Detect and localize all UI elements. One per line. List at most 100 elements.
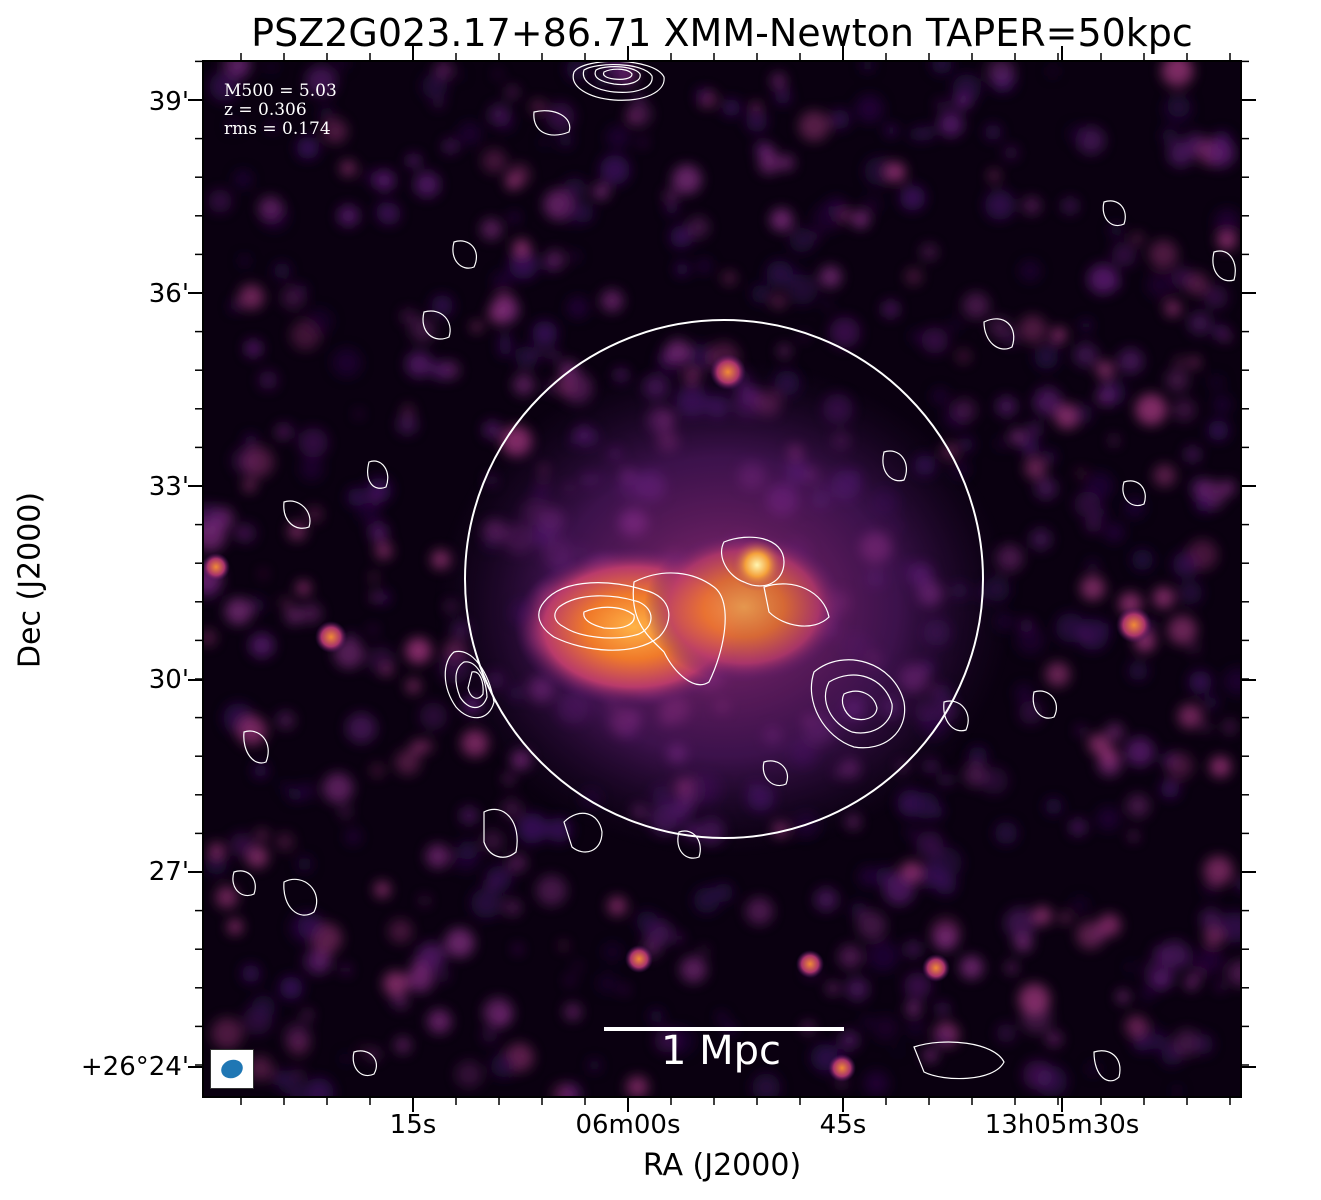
noise-blob — [470, 887, 502, 919]
noise-blob — [862, 194, 882, 214]
noise-blob — [205, 852, 228, 875]
noise-blob — [864, 156, 894, 186]
noise-blob — [1105, 274, 1121, 290]
noise-blob — [411, 740, 425, 755]
noise-blob — [515, 345, 538, 369]
noise-blob — [1152, 586, 1175, 609]
noise-blob — [636, 910, 659, 933]
noise-blob — [777, 344, 791, 358]
noise-blob — [1005, 961, 1018, 974]
noise-blob — [427, 1009, 452, 1034]
noise-blob — [368, 491, 381, 504]
noise-blob — [394, 749, 421, 775]
noise-blob — [1047, 65, 1059, 77]
noise-blob — [1014, 933, 1033, 952]
noise-blob — [1173, 1029, 1201, 1056]
noise-blob — [264, 62, 278, 75]
noise-blob — [564, 975, 576, 986]
noise-blob — [1055, 612, 1086, 643]
noise-blob — [1133, 1034, 1151, 1052]
noise-blob — [505, 85, 519, 99]
noise-blob — [334, 62, 349, 70]
noise-blob — [244, 339, 262, 358]
noise-blob — [481, 829, 505, 853]
noise-blob — [1116, 990, 1130, 1004]
noise-blob — [675, 262, 689, 276]
noise-blob — [771, 73, 786, 89]
point-source — [796, 950, 824, 978]
noise-blob — [258, 196, 283, 221]
noise-blob — [855, 94, 884, 124]
noise-blob — [253, 763, 268, 778]
noise-blob — [337, 205, 360, 227]
noise-blob — [1071, 896, 1089, 914]
noise-blob — [932, 388, 949, 405]
noise-blob — [1160, 940, 1190, 969]
noise-blob — [1193, 1034, 1214, 1055]
noise-blob — [419, 702, 448, 731]
noise-blob — [1219, 911, 1240, 943]
noise-blob — [845, 977, 869, 1001]
noise-blob — [1034, 345, 1059, 370]
noise-blob — [481, 1027, 498, 1043]
noise-blob — [899, 185, 926, 211]
scale-bar-label: 1 Mpc — [660, 1028, 782, 1074]
noise-blob — [285, 606, 304, 625]
noise-blob — [296, 581, 311, 596]
noise-blob — [1109, 435, 1119, 446]
noise-blob — [548, 349, 559, 361]
noise-blob — [862, 1017, 872, 1026]
noise-blob — [471, 321, 482, 332]
noise-blob — [295, 284, 307, 296]
noise-blob — [1054, 403, 1080, 429]
noise-blob — [798, 110, 830, 142]
noise-blob — [488, 104, 511, 127]
noise-blob — [1075, 468, 1086, 478]
noise-blob — [996, 396, 1017, 417]
noise-blob — [1096, 360, 1114, 379]
noise-blob — [1236, 878, 1240, 891]
noise-blob — [405, 678, 421, 694]
xray-image — [204, 62, 1240, 1096]
noise-blob — [486, 865, 512, 892]
noise-blob — [296, 136, 319, 160]
noise-blob — [954, 93, 971, 110]
noise-blob — [637, 137, 648, 148]
noise-blob — [1125, 737, 1155, 767]
noise-blob — [209, 71, 240, 102]
noise-blob — [293, 1069, 304, 1080]
noise-blob — [380, 663, 393, 676]
noise-blob — [909, 127, 924, 142]
noise-blob — [370, 592, 379, 602]
noise-blob — [357, 500, 381, 524]
noise-blob — [607, 896, 627, 916]
noise-blob — [1035, 390, 1044, 400]
noise-blob — [492, 270, 513, 291]
noise-blob — [1069, 818, 1087, 836]
noise-blob — [1128, 831, 1139, 841]
noise-blob — [1172, 551, 1199, 578]
noise-blob — [251, 995, 276, 1020]
noise-blob — [1191, 967, 1205, 981]
noise-blob — [839, 1030, 859, 1050]
noise-blob — [1085, 471, 1114, 501]
noise-blob — [1043, 450, 1056, 463]
noise-blob — [1209, 756, 1231, 778]
noise-blob — [504, 899, 522, 916]
noise-blob — [1016, 625, 1045, 655]
noise-blob — [306, 308, 333, 335]
noise-blob — [277, 712, 287, 722]
x-tick-label: 06m00s — [575, 1110, 681, 1140]
point-source — [922, 954, 950, 982]
noise-blob — [968, 746, 988, 766]
noise-blob — [885, 162, 906, 182]
noise-blob — [1206, 138, 1236, 168]
noise-blob — [247, 1055, 273, 1081]
noise-blob — [298, 427, 329, 458]
noise-blob — [814, 887, 838, 912]
noise-blob — [383, 971, 408, 997]
noise-blob — [1117, 348, 1144, 374]
noise-blob — [298, 782, 316, 800]
noise-blob — [649, 1009, 664, 1024]
